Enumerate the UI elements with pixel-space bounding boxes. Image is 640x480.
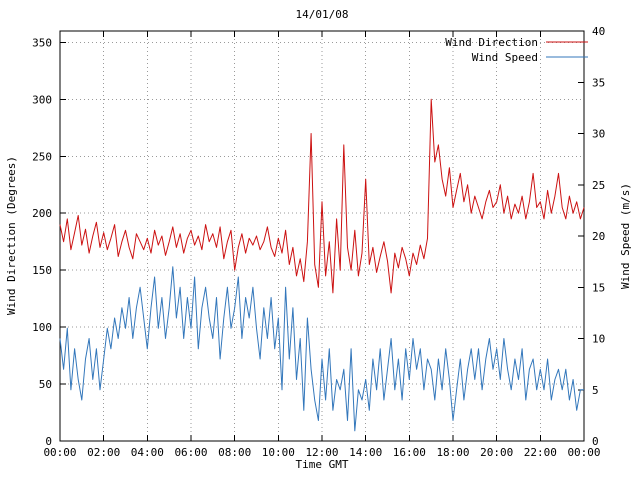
series-wind-speed bbox=[59, 266, 584, 432]
x-axis-label: Time GMT bbox=[295, 458, 349, 471]
x-tick-label: 00:00 bbox=[567, 446, 600, 459]
x-tick-label: 10:00 bbox=[262, 446, 295, 459]
x-tick-label: 02:00 bbox=[87, 446, 120, 459]
y-right-tick-label: 20 bbox=[592, 230, 605, 243]
x-tick-label: 04:00 bbox=[131, 446, 164, 459]
y-right-tick-label: 10 bbox=[592, 333, 605, 346]
chart-title: 14/01/08 bbox=[295, 8, 349, 21]
legend-label: Wind Direction bbox=[445, 36, 538, 49]
legend-label: Wind Speed bbox=[472, 51, 538, 64]
x-tick-label: 12:00 bbox=[305, 446, 338, 459]
y-left-tick-label: 300 bbox=[32, 93, 52, 106]
y-axis-right-label: Wind Speed (m/s) bbox=[619, 183, 632, 289]
legend: Wind Direction Wind Speed bbox=[445, 36, 588, 64]
x-tick-label: 18:00 bbox=[436, 446, 469, 459]
x-tick-label: 20:00 bbox=[480, 446, 513, 459]
x-tick-label: 00:00 bbox=[43, 446, 76, 459]
gridlines bbox=[60, 31, 584, 441]
series-wind-direction bbox=[59, 98, 585, 294]
x-tick-label: 16:00 bbox=[393, 446, 426, 459]
y-right-tick-label: 0 bbox=[592, 435, 599, 448]
y-left-tick-label: 200 bbox=[32, 207, 52, 220]
y-right-tick-label: 5 bbox=[592, 384, 599, 397]
axis-ticks bbox=[59, 30, 585, 442]
x-tick-label: 22:00 bbox=[524, 446, 557, 459]
y-right-tick-label: 15 bbox=[592, 281, 605, 294]
y-left-tick-label: 50 bbox=[39, 378, 52, 391]
y-right-tick-label: 35 bbox=[592, 76, 605, 89]
y-right-tick-label: 30 bbox=[592, 128, 605, 141]
y-right-tick-label: 40 bbox=[592, 25, 605, 38]
x-tick-label: 06:00 bbox=[174, 446, 207, 459]
y-axis-left-label: Wind Direction (Degrees) bbox=[5, 156, 18, 316]
y-left-tick-label: 350 bbox=[32, 36, 52, 49]
y-left-tick-label: 250 bbox=[32, 150, 52, 163]
y-right-tick-label: 25 bbox=[592, 179, 605, 192]
y-left-tick-label: 0 bbox=[45, 435, 52, 448]
y-left-tick-label: 100 bbox=[32, 321, 52, 334]
x-tick-label: 14:00 bbox=[349, 446, 382, 459]
tick-labels: 00:00 02:00 04:00 06:00 08:00 10:00 12:00 14:00… bbox=[32, 25, 605, 459]
y-left-tick-label: 150 bbox=[32, 264, 52, 277]
x-tick-label: 08:00 bbox=[218, 446, 251, 459]
